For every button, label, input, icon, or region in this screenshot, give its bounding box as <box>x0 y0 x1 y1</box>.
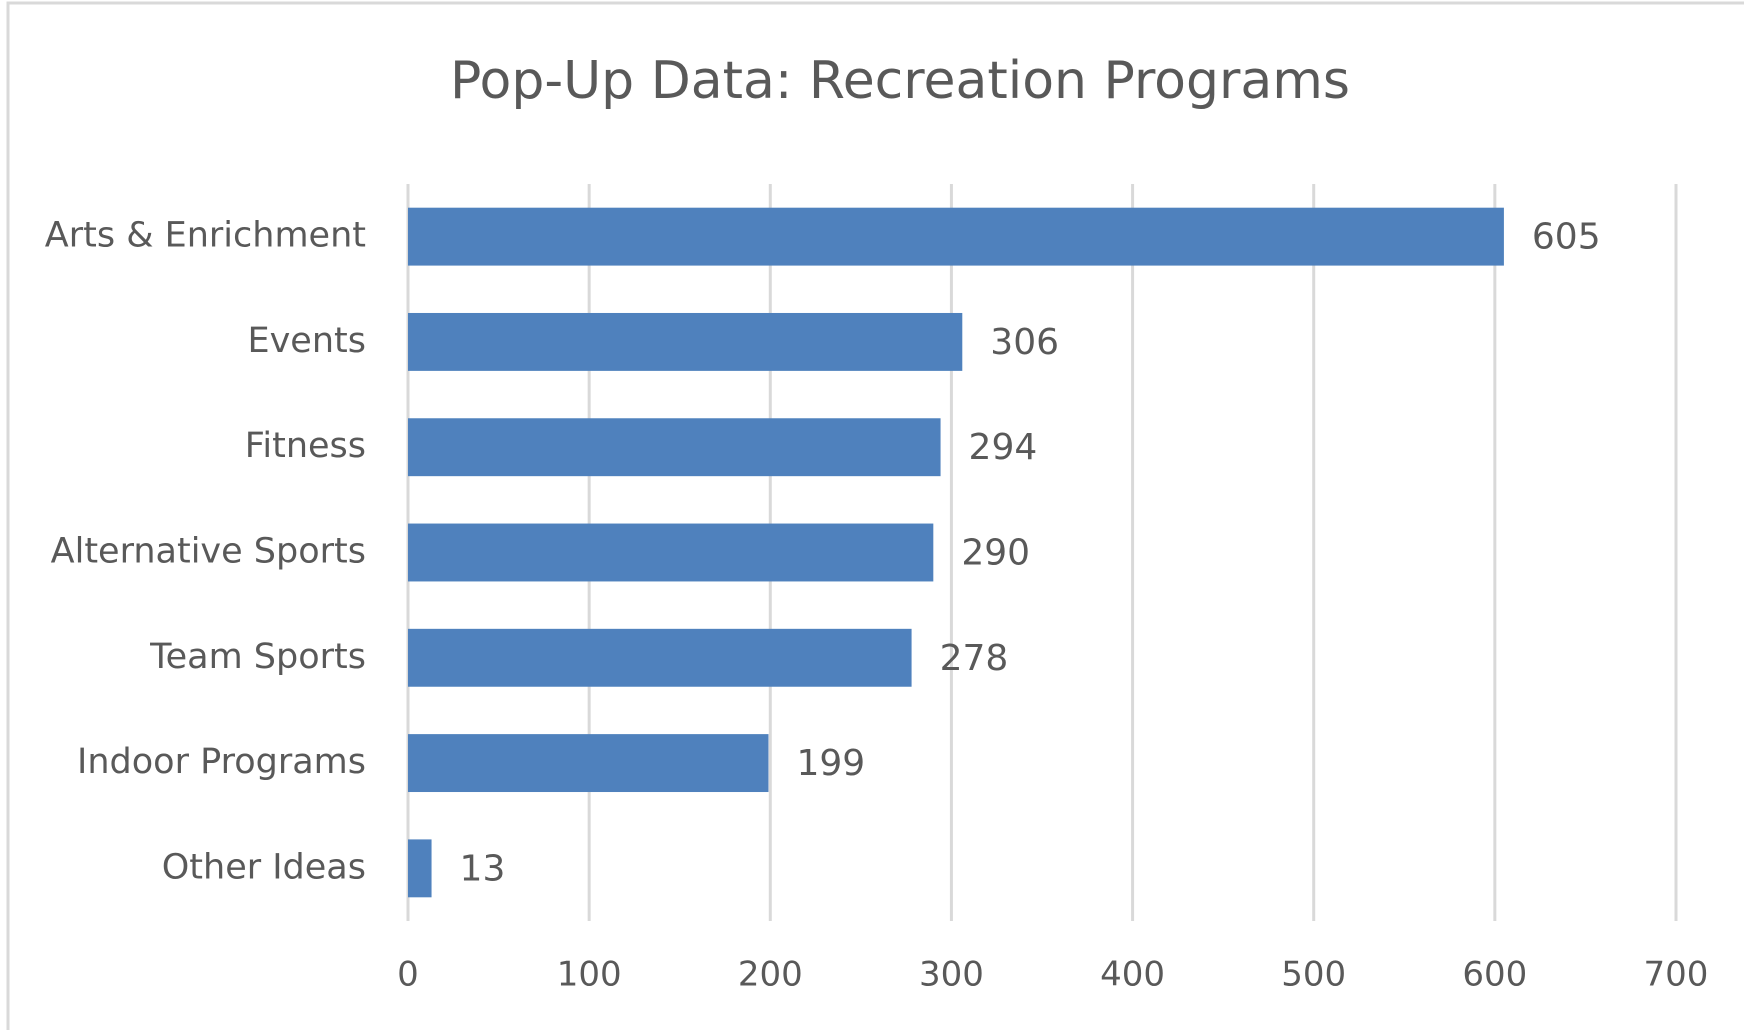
x-tick-label: 500 <box>1281 955 1346 995</box>
y-tick-label: Other Ideas <box>162 847 366 887</box>
y-tick-label: Indoor Programs <box>77 742 366 782</box>
x-tick-label: 100 <box>557 955 622 995</box>
bar <box>408 734 769 793</box>
data-label: 306 <box>990 322 1059 363</box>
data-label: 199 <box>796 743 865 784</box>
x-tick-label: 600 <box>1462 955 1527 995</box>
bar <box>408 312 963 371</box>
data-label: 13 <box>460 848 506 889</box>
y-tick-label: Fitness <box>245 426 366 466</box>
x-tick-label: 300 <box>919 955 984 995</box>
y-tick-label: Team Sports <box>149 637 366 677</box>
x-tick-label: 400 <box>1100 955 1165 995</box>
y-tick-label: Arts & Enrichment <box>45 216 366 256</box>
x-tick-label: 0 <box>397 955 419 995</box>
bar <box>408 628 912 687</box>
bar <box>408 418 941 477</box>
x-tick-label: 200 <box>738 955 803 995</box>
data-label: 290 <box>961 533 1030 574</box>
x-tick-label: 700 <box>1644 955 1709 995</box>
y-tick-label: Events <box>247 321 366 361</box>
y-tick-label: Alternative Sports <box>51 532 366 572</box>
chart-border <box>6 1 1744 1030</box>
bar <box>408 207 1504 266</box>
bar <box>408 839 432 898</box>
bar <box>408 523 934 582</box>
data-label: 605 <box>1532 217 1601 258</box>
data-label: 278 <box>940 638 1009 679</box>
chart-title: Pop-Up Data: Recreation Programs <box>450 51 1350 111</box>
data-label: 294 <box>969 427 1038 468</box>
